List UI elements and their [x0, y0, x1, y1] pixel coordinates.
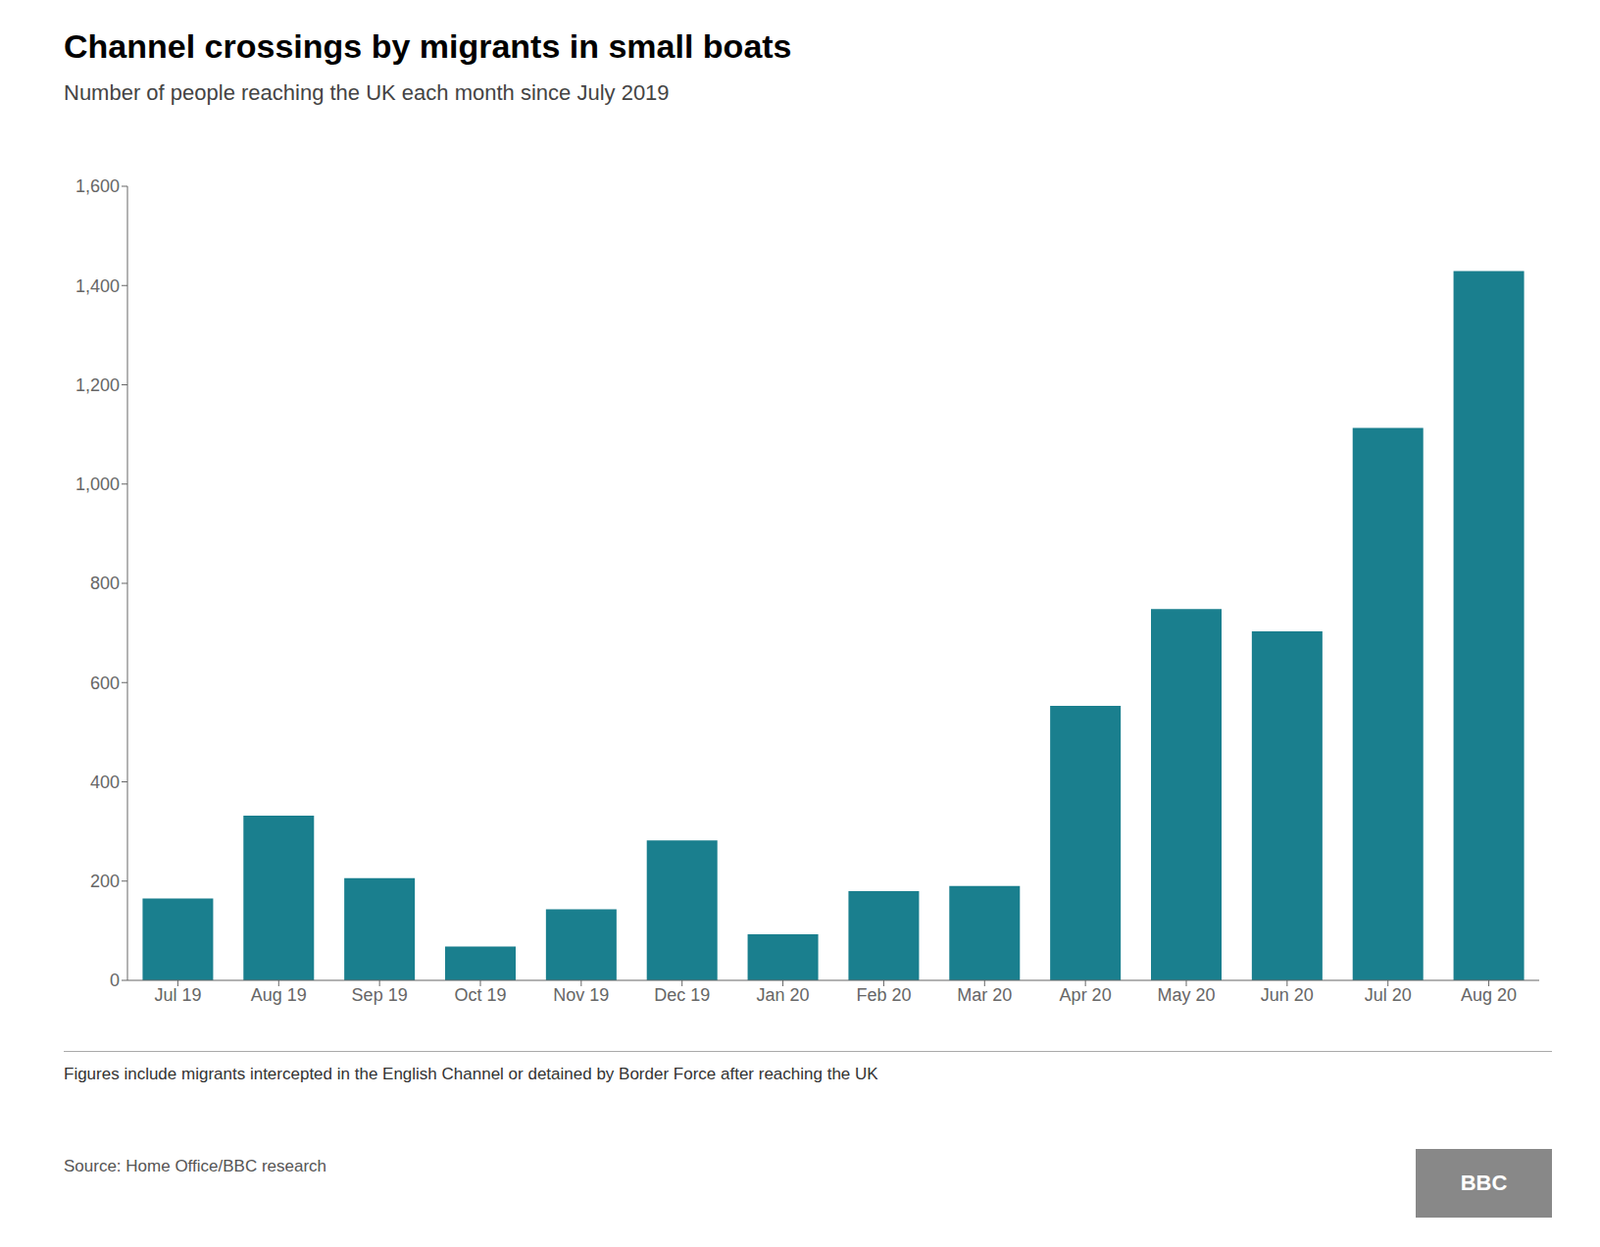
svg-text:600: 600 [90, 673, 120, 694]
html-text:Channel crossings by migrants: Channel crossings by migrants in small b… [63, 27, 792, 65]
svg-text:Jul 20: Jul 20 [1364, 985, 1412, 1005]
svg-text:Sep 19: Sep 19 [351, 985, 408, 1005]
svg-text:1,600: 1,600 [75, 176, 120, 197]
svg-text:1,000: 1,000 [75, 474, 120, 495]
html-text:Source: Home Office/BBC resear: Source: Home Office/BBC research [63, 1156, 327, 1176]
html-text:Number of people reaching the: Number of people reaching the UK each mo… [63, 80, 670, 105]
svg-text:Nov 19: Nov 19 [552, 985, 609, 1005]
svg-text:May 20: May 20 [1156, 985, 1215, 1005]
svg-text:Aug 19: Aug 19 [250, 985, 307, 1005]
html-text:Figures include migrants inter: Figures include migrants intercepted in … [63, 1064, 879, 1084]
svg-text:Apr 20: Apr 20 [1059, 985, 1112, 1005]
svg-text:1,200: 1,200 [75, 375, 120, 396]
svg-text:Dec 19: Dec 19 [653, 985, 710, 1005]
svg-text:800: 800 [90, 573, 120, 594]
svg-text:Feb 20: Feb 20 [855, 985, 911, 1005]
svg-text:1,400: 1,400 [75, 276, 120, 297]
svg-text:Jul 19: Jul 19 [153, 985, 201, 1005]
svg-text:400: 400 [90, 772, 120, 793]
svg-text:Jan 20: Jan 20 [756, 985, 810, 1005]
html-text:BBC: BBC [1460, 1170, 1508, 1196]
svg-text:200: 200 [90, 871, 120, 892]
svg-text:Mar 20: Mar 20 [956, 985, 1012, 1005]
svg-text:0: 0 [109, 970, 120, 991]
svg-text:Aug 20: Aug 20 [1460, 985, 1517, 1005]
svg-text:Oct 19: Oct 19 [453, 985, 506, 1005]
svg-text:Jun 20: Jun 20 [1260, 985, 1314, 1005]
